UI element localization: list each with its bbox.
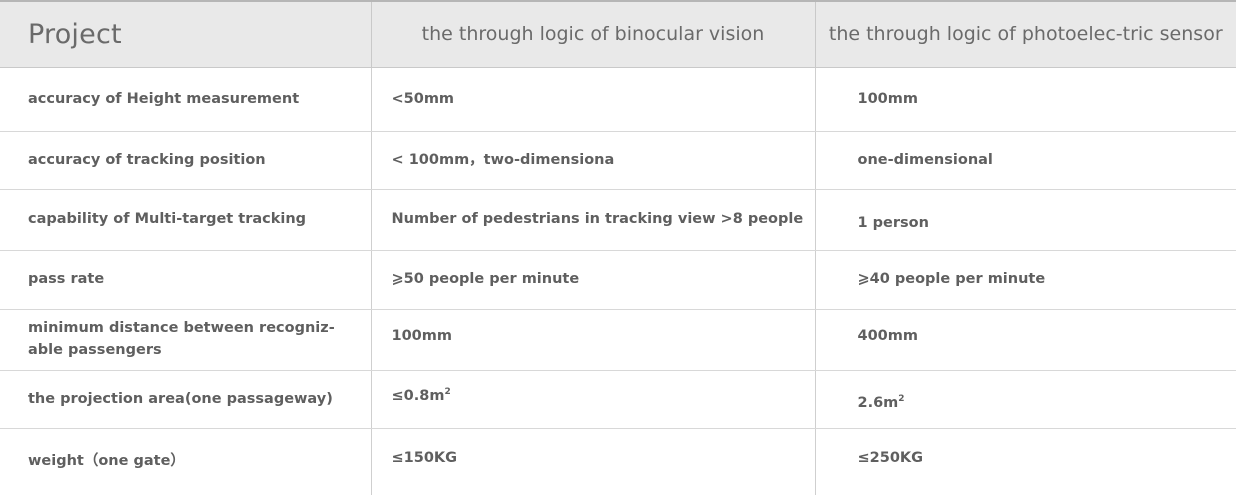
cell-binocular-minimum-distance: 100mm	[371, 307, 815, 368]
row-label-minimum-distance: minimum distance between recogniz-able p…	[0, 310, 371, 371]
table-row: accuracy of Height measurement <50mm 100…	[0, 68, 1236, 132]
table-row: minimum distance between recogniz-able p…	[0, 310, 1236, 371]
cell-photoelectric-multi-target-tracking: 1 person	[815, 194, 1236, 255]
cell-binocular-pass-rate: ⩾50 people per minute	[371, 251, 815, 310]
row-label-pass-rate: pass rate	[0, 251, 371, 310]
row-label-projection-area: the projection area(one passageway)	[0, 371, 371, 429]
row-label-weight: weight（one gate）	[0, 429, 371, 495]
cell-photoelectric-pass-rate: ⩾40 people per minute	[815, 251, 1236, 310]
cell-binocular-projection-area: ≤0.8m2	[371, 368, 815, 426]
column-header-project: Project	[0, 1, 371, 68]
projection-area-binocular-value: ≤0.8m	[392, 388, 445, 404]
projection-area-photoelectric-exponent: 2	[898, 394, 904, 404]
table-row: weight（one gate） ≤150KG ≤250KG	[0, 429, 1236, 495]
table-row: accuracy of tracking position < 100mm，tw…	[0, 132, 1236, 190]
cell-photoelectric-tracking-accuracy: one-dimensional	[815, 132, 1236, 190]
cell-photoelectric-projection-area: 2.6m2	[815, 375, 1236, 433]
cell-photoelectric-minimum-distance: 400mm	[815, 307, 1236, 368]
table-row: pass rate ⩾50 people per minute ⩾40 peop…	[0, 251, 1236, 310]
cell-binocular-multi-target-tracking: Number of pedestrians in tracking view >…	[371, 190, 815, 251]
cell-photoelectric-weight: ≤250KG	[815, 426, 1236, 493]
table-body: accuracy of Height measurement <50mm 100…	[0, 68, 1236, 495]
cell-binocular-height-accuracy: <50mm	[371, 68, 815, 132]
column-header-photoelectric-sensor: the through logic of photoelec-tric sens…	[815, 1, 1236, 68]
header-row: Project the through logic of binocular v…	[0, 1, 1236, 68]
column-header-binocular-vision: the through logic of binocular vision	[371, 1, 815, 68]
table-row: the projection area(one passageway) ≤0.8…	[0, 371, 1236, 429]
cell-binocular-weight: ≤150KG	[371, 426, 815, 493]
row-label-tracking-accuracy: accuracy of tracking position	[0, 132, 371, 190]
cell-photoelectric-height-accuracy: 100mm	[815, 68, 1236, 132]
table-row: capability of Multi-target tracking Numb…	[0, 190, 1236, 251]
cell-binocular-tracking-accuracy: < 100mm，two-dimensiona	[371, 132, 815, 190]
row-label-multi-target-tracking: capability of Multi-target tracking	[0, 190, 371, 251]
projection-area-binocular-exponent: 2	[444, 387, 450, 397]
row-label-height-accuracy: accuracy of Height measurement	[0, 68, 371, 132]
projection-area-photoelectric-value: 2.6m	[858, 395, 899, 411]
table-header: Project the through logic of binocular v…	[0, 1, 1236, 68]
